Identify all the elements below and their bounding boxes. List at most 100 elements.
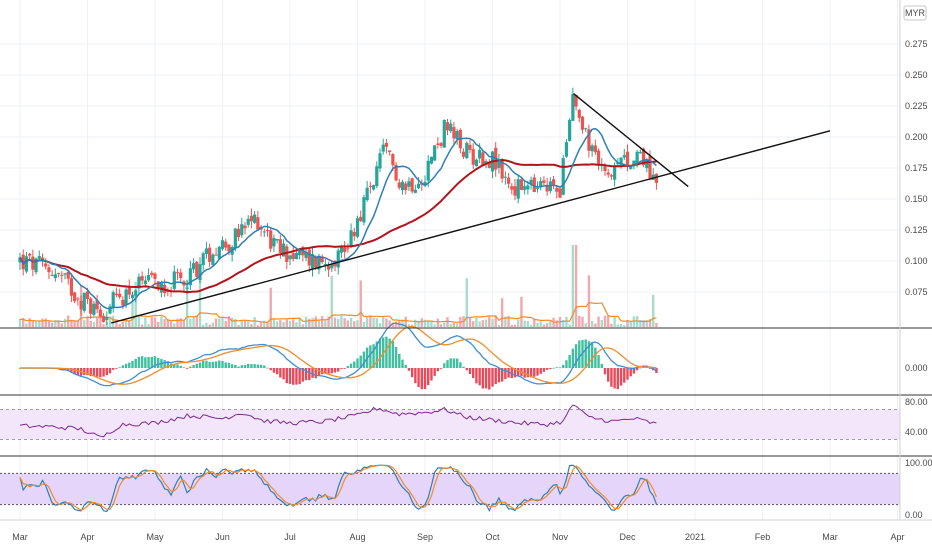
candle[interactable] bbox=[304, 248, 308, 262]
candle[interactable] bbox=[137, 273, 141, 294]
candle[interactable] bbox=[397, 178, 401, 190]
candle[interactable] bbox=[217, 245, 221, 260]
candle[interactable] bbox=[224, 238, 228, 251]
support-trendline[interactable] bbox=[110, 130, 831, 324]
candle[interactable] bbox=[455, 128, 459, 145]
candle[interactable] bbox=[368, 181, 372, 194]
candle[interactable] bbox=[545, 178, 549, 196]
candle[interactable] bbox=[516, 175, 520, 204]
candle[interactable] bbox=[471, 143, 475, 170]
candle[interactable] bbox=[146, 268, 151, 282]
candle[interactable] bbox=[175, 268, 180, 280]
candle[interactable] bbox=[307, 247, 311, 273]
resistance-trendline[interactable] bbox=[573, 93, 689, 188]
candle[interactable] bbox=[519, 178, 524, 191]
candle[interactable] bbox=[568, 118, 572, 142]
candle[interactable] bbox=[37, 250, 41, 261]
candle[interactable] bbox=[381, 138, 385, 155]
candle[interactable] bbox=[654, 173, 659, 190]
stochastic-pane[interactable] bbox=[0, 464, 900, 513]
candle[interactable] bbox=[371, 184, 376, 191]
candle[interactable] bbox=[98, 305, 102, 318]
candle[interactable] bbox=[275, 238, 279, 244]
candle[interactable] bbox=[532, 173, 536, 193]
candle[interactable] bbox=[574, 94, 578, 111]
candle[interactable] bbox=[439, 141, 443, 149]
candle[interactable] bbox=[31, 249, 35, 277]
candle[interactable] bbox=[56, 272, 61, 278]
candle[interactable] bbox=[375, 161, 379, 189]
candle[interactable] bbox=[584, 127, 588, 132]
candle[interactable] bbox=[365, 180, 369, 202]
candle[interactable] bbox=[461, 148, 466, 160]
candle[interactable] bbox=[63, 273, 67, 280]
candle[interactable] bbox=[645, 158, 649, 173]
candle[interactable] bbox=[413, 184, 417, 194]
candle[interactable] bbox=[384, 138, 389, 154]
candle[interactable] bbox=[330, 260, 334, 272]
candle[interactable] bbox=[262, 228, 266, 238]
candle[interactable] bbox=[18, 252, 22, 270]
candle[interactable] bbox=[172, 265, 176, 291]
candle[interactable] bbox=[69, 273, 74, 303]
candle[interactable] bbox=[474, 158, 479, 167]
candle[interactable] bbox=[596, 148, 601, 171]
candle[interactable] bbox=[355, 215, 360, 239]
candle[interactable] bbox=[362, 194, 366, 226]
candle[interactable] bbox=[571, 87, 575, 122]
candle[interactable] bbox=[236, 224, 241, 242]
candle[interactable] bbox=[28, 252, 32, 260]
candle[interactable] bbox=[449, 119, 453, 134]
candle[interactable] bbox=[346, 243, 350, 253]
candle[interactable] bbox=[580, 116, 585, 134]
candle[interactable] bbox=[593, 139, 597, 155]
candle[interactable] bbox=[79, 295, 83, 316]
candle[interactable] bbox=[506, 173, 511, 189]
candle[interactable] bbox=[201, 251, 205, 271]
candle[interactable] bbox=[503, 171, 507, 185]
candle[interactable] bbox=[561, 154, 565, 196]
candle[interactable] bbox=[465, 141, 469, 160]
candle[interactable] bbox=[208, 243, 212, 267]
candle[interactable] bbox=[188, 260, 192, 291]
candle[interactable] bbox=[291, 246, 295, 262]
candle[interactable] bbox=[510, 183, 514, 195]
candle[interactable] bbox=[150, 270, 154, 278]
candle[interactable] bbox=[539, 177, 543, 191]
candle[interactable] bbox=[195, 261, 199, 278]
candle[interactable] bbox=[191, 258, 196, 273]
candle[interactable] bbox=[529, 176, 533, 190]
candle[interactable] bbox=[204, 241, 209, 259]
candle[interactable] bbox=[66, 269, 70, 285]
candle[interactable] bbox=[429, 156, 434, 165]
rsi-pane[interactable] bbox=[0, 404, 900, 440]
candle[interactable] bbox=[487, 159, 491, 169]
candle[interactable] bbox=[89, 296, 93, 319]
candle[interactable] bbox=[76, 296, 80, 306]
candle[interactable] bbox=[426, 155, 430, 188]
candle[interactable] bbox=[416, 177, 421, 190]
candle[interactable] bbox=[140, 271, 144, 285]
candle[interactable] bbox=[214, 247, 218, 256]
candle[interactable] bbox=[577, 108, 581, 123]
candle[interactable] bbox=[445, 119, 450, 136]
candle[interactable] bbox=[590, 143, 594, 157]
candle[interactable] bbox=[288, 254, 292, 265]
candle[interactable] bbox=[50, 269, 54, 277]
candle[interactable] bbox=[92, 300, 96, 317]
candle[interactable] bbox=[101, 312, 106, 323]
candle[interactable] bbox=[410, 177, 414, 194]
candle[interactable] bbox=[233, 227, 237, 252]
candle[interactable] bbox=[73, 291, 77, 304]
candle[interactable] bbox=[285, 243, 289, 270]
candle[interactable] bbox=[407, 177, 411, 191]
candle[interactable] bbox=[130, 291, 135, 301]
candle[interactable] bbox=[220, 236, 225, 251]
candle[interactable] bbox=[156, 280, 160, 292]
candle[interactable] bbox=[246, 215, 250, 228]
candle[interactable] bbox=[256, 211, 260, 231]
candle[interactable] bbox=[240, 217, 244, 238]
candle[interactable] bbox=[497, 153, 501, 174]
candle[interactable] bbox=[606, 168, 610, 178]
